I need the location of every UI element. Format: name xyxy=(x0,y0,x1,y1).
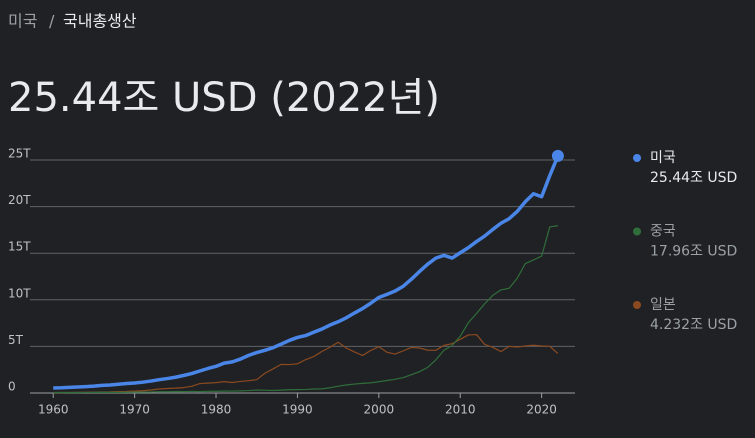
legend-value: 4.232조 USD xyxy=(650,317,737,333)
legend-dot xyxy=(633,154,641,162)
endpoint-dot xyxy=(551,149,564,162)
x-tick-label: 2000 xyxy=(364,403,395,417)
y-tick-label: 0 xyxy=(8,380,16,394)
legend-name: 중국 xyxy=(650,224,676,240)
legend-name: 일본 xyxy=(650,297,676,313)
y-tick-label: 5T xyxy=(8,333,24,347)
x-tick-label: 1960 xyxy=(38,403,69,417)
series-line xyxy=(53,225,559,394)
x-tick-label: 1970 xyxy=(119,403,150,417)
breadcrumb-separator: / xyxy=(49,12,55,31)
x-tick-label: 2020 xyxy=(526,403,557,417)
y-tick-label: 20T xyxy=(8,193,31,207)
legend-value: 25.44조 USD xyxy=(650,170,737,186)
legend-name: 미국 xyxy=(650,150,676,166)
legend-dot xyxy=(633,301,641,309)
x-tick-label: 1990 xyxy=(282,403,313,417)
legend-dot xyxy=(633,227,641,236)
y-tick-label: 10T xyxy=(8,286,31,300)
headline: 25.44조 USD (2022년) xyxy=(8,75,440,121)
x-tick-label: 1980 xyxy=(201,403,232,417)
y-tick-label: 25T xyxy=(8,147,31,161)
breadcrumb-country[interactable]: 미국 xyxy=(8,12,37,31)
series-line xyxy=(53,333,559,394)
series-line xyxy=(53,155,560,390)
legend-value: 17.96조 USD xyxy=(650,244,737,260)
breadcrumb-page: 국내총생산 xyxy=(63,12,137,31)
y-tick-label: 15T xyxy=(8,240,31,254)
x-tick-label: 2010 xyxy=(445,403,476,417)
